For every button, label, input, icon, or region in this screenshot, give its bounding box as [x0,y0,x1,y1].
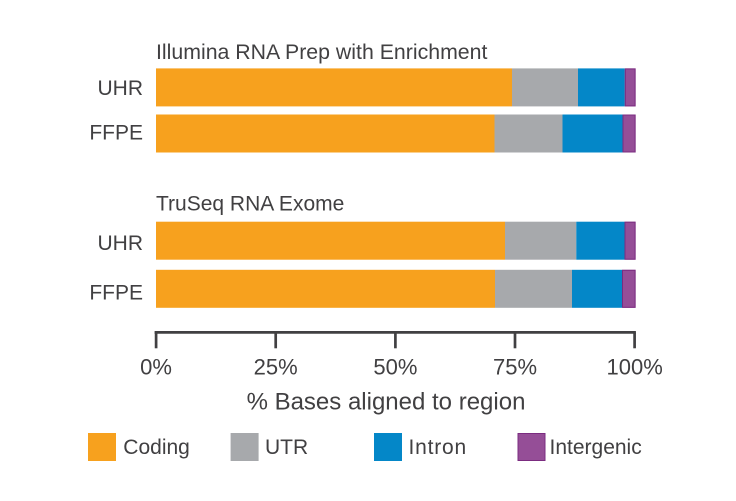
svg-text:Intergenic: Intergenic [550,436,642,459]
svg-text:Coding: Coding [123,436,190,459]
svg-text:FFPE: FFPE [89,122,143,145]
svg-text:75%: 75% [493,355,537,380]
svg-text:UHR: UHR [98,232,144,255]
svg-text:UHR: UHR [98,77,144,100]
svg-text:25%: 25% [254,355,298,380]
svg-text:Intron: Intron [409,436,468,459]
svg-text:FFPE: FFPE [89,281,143,304]
svg-text:UTR: UTR [265,436,308,459]
svg-text:Illumina RNA Prep with Enrichm: Illumina RNA Prep with Enrichment [156,40,487,64]
svg-text:100%: 100% [607,355,663,380]
svg-text:0%: 0% [140,355,172,380]
svg-text:% Bases aligned to region: % Bases aligned to region [247,388,526,415]
svg-text:50%: 50% [373,355,417,380]
svg-text:TruSeq RNA Exome: TruSeq RNA Exome [156,192,344,215]
